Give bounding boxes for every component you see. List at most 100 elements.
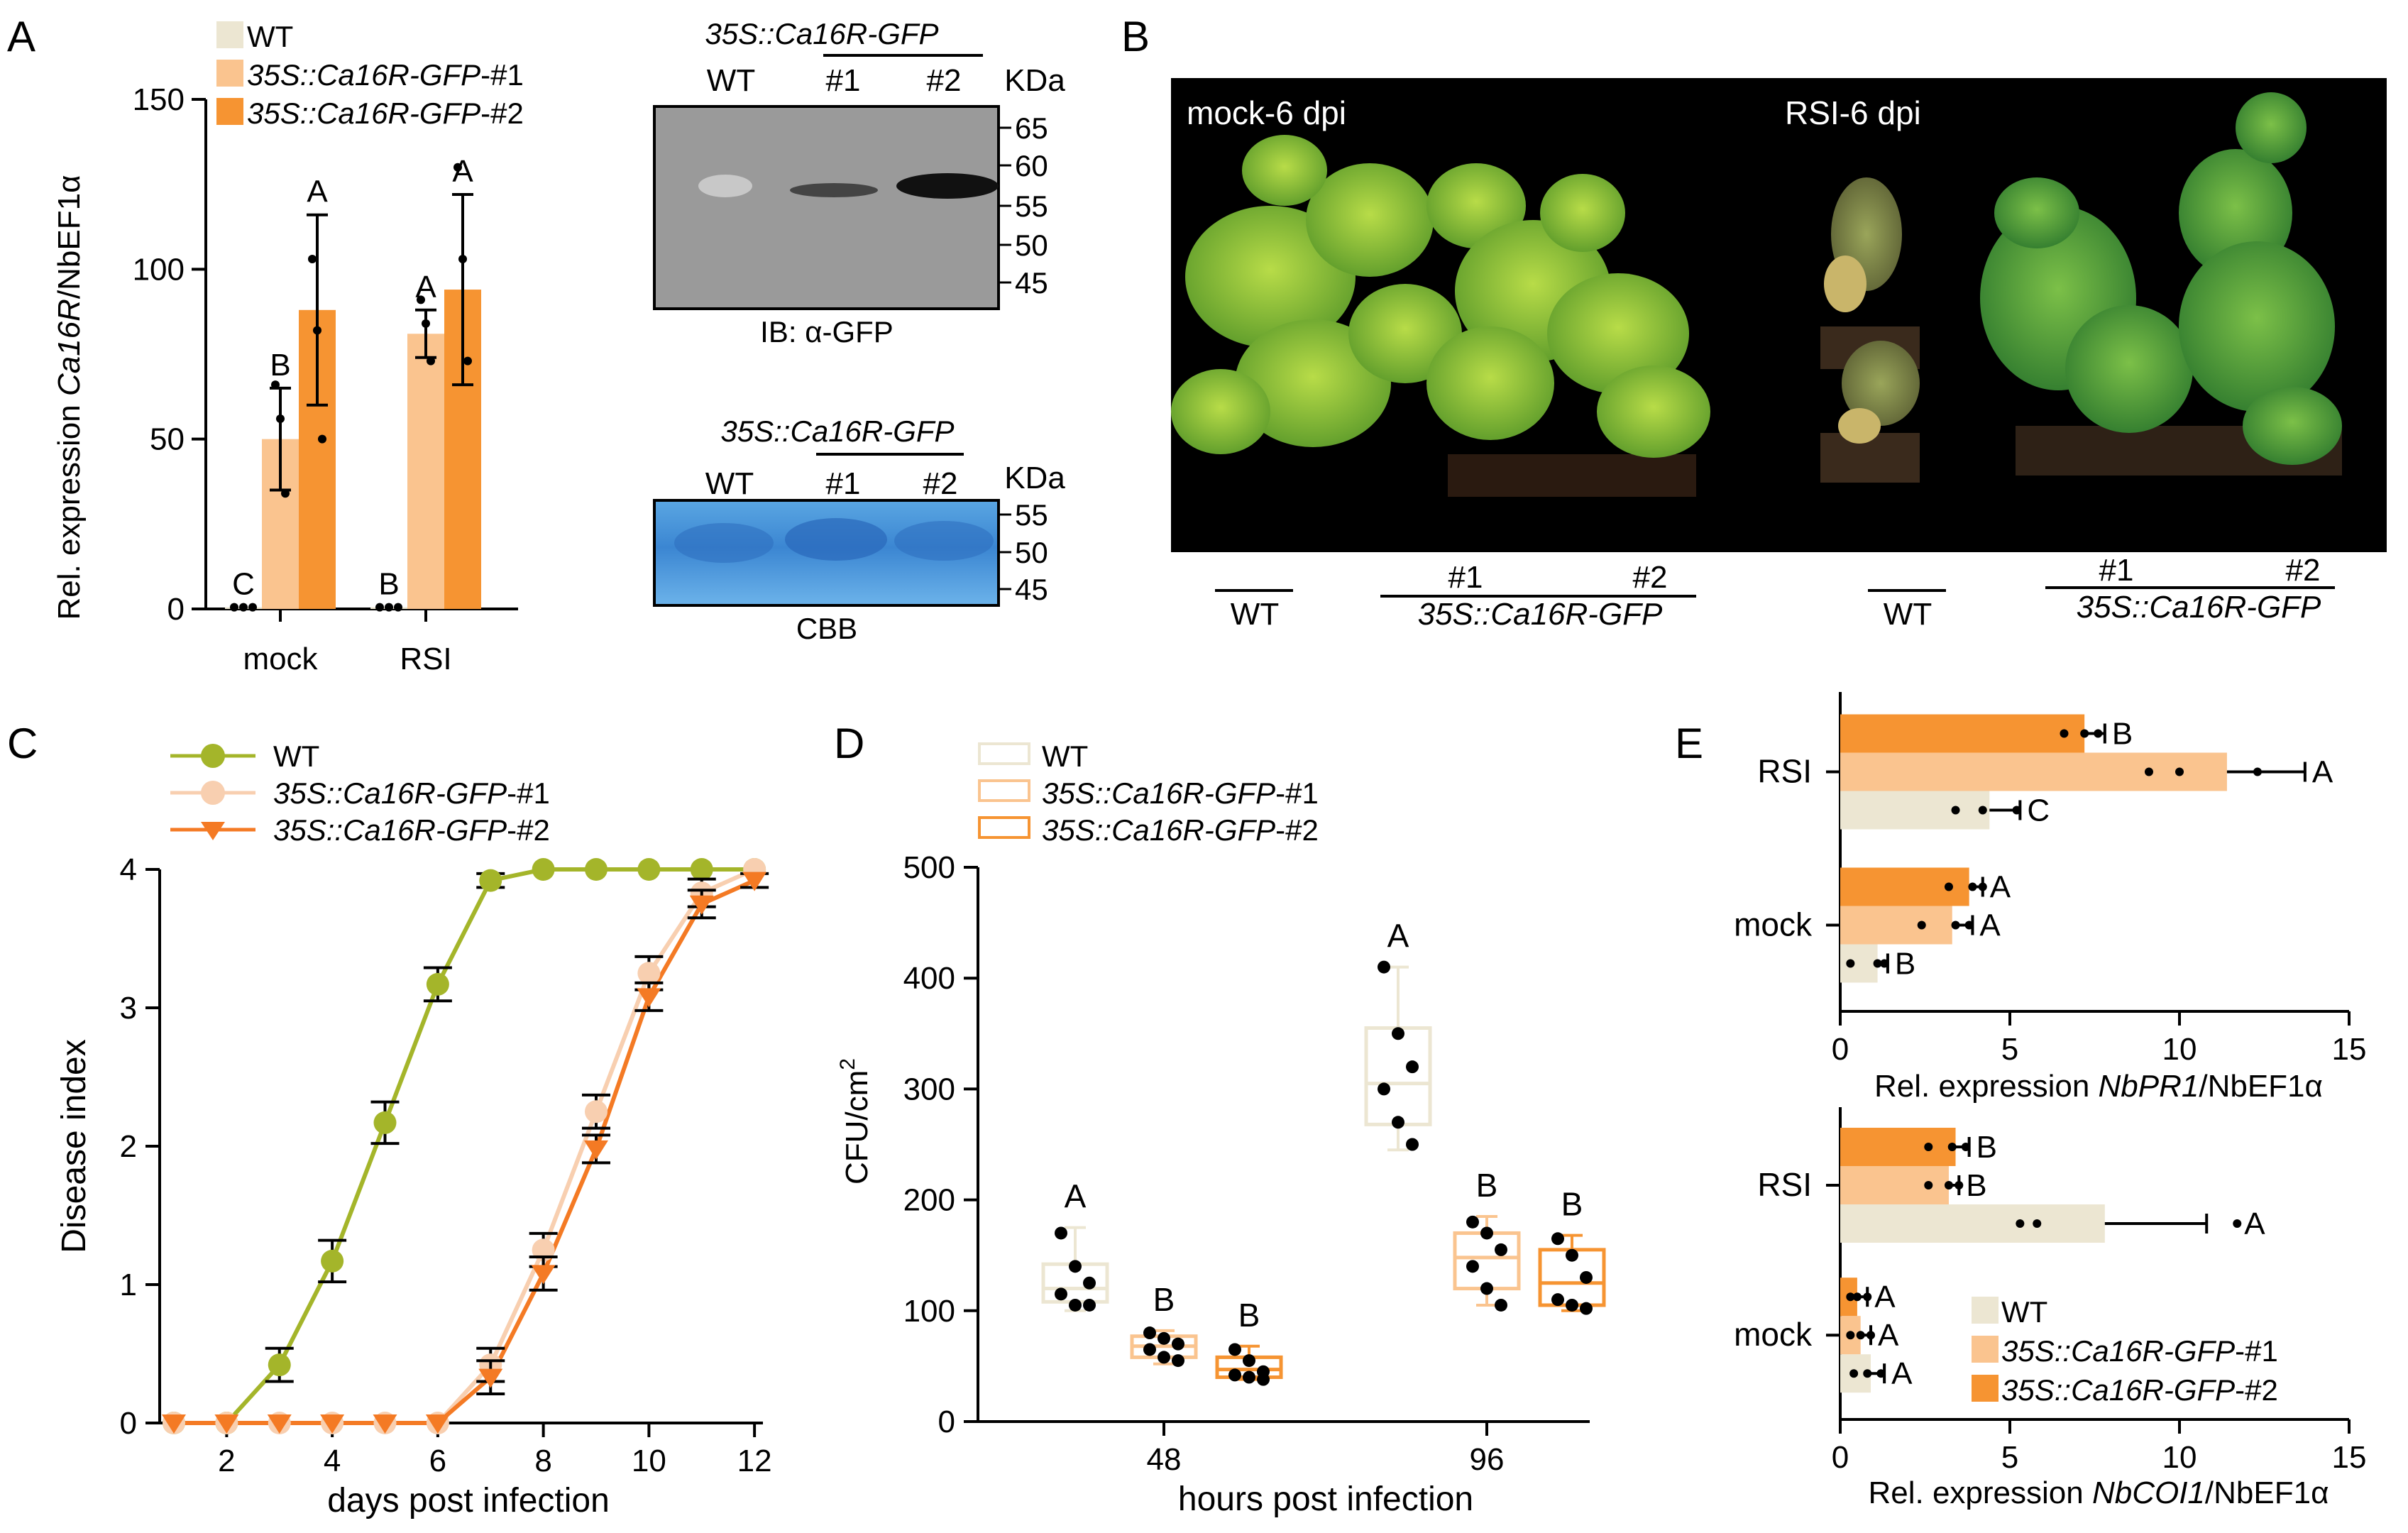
chart-d-point <box>1480 1282 1493 1295</box>
chart-e-bar-wt <box>1840 791 1990 830</box>
cbb-marker-50: 50 <box>1015 536 1048 569</box>
chart-a-point <box>248 603 257 612</box>
chart-e-point <box>1863 1369 1872 1378</box>
chart-a-letter: B <box>378 567 399 602</box>
photo-under-1-rsi: #1 <box>2099 553 2134 588</box>
cbb-marker-45: 45 <box>1015 573 1048 606</box>
chart-d-xtick-label: 48 <box>1147 1442 1182 1477</box>
chart-e-point <box>1852 1292 1862 1302</box>
chart-a-point <box>453 163 462 172</box>
chart-c-marker-wt <box>637 858 661 881</box>
chart-d-point <box>1083 1298 1096 1312</box>
photo-under-2-rsi: #2 <box>2286 553 2321 588</box>
chart-a-point <box>271 380 280 390</box>
chart-e-letter: B <box>1977 1130 1997 1165</box>
chart-d-point <box>1495 1298 1507 1312</box>
chart-d-letter: B <box>1238 1297 1260 1334</box>
legend-e-swatch-l2 <box>1972 1375 1999 1402</box>
chart-e-ytick-label: mock <box>1734 1316 1813 1353</box>
chart-e-xtick-label: 0 <box>1832 1440 1849 1475</box>
chart-d-letter: B <box>1153 1281 1175 1318</box>
legend-c-label-l1: 35S::Ca16R-GFP-#1 <box>273 776 550 810</box>
chart-c-line-l2 <box>174 878 756 1425</box>
photo-label-mock: mock-6 dpi <box>1187 94 1346 131</box>
plant-photo: mock-6 dpi RSI-6 dpi <box>1171 78 2387 552</box>
chart-d-point <box>1069 1298 1082 1312</box>
chart-d-ytick-label: 500 <box>903 850 955 885</box>
plant-rsi-transgenic <box>1980 92 2342 465</box>
chart-c-marker-wt <box>532 858 555 881</box>
chart-d-ytick-label: 300 <box>903 1072 955 1106</box>
chart-e-point <box>2060 729 2069 738</box>
chart-c-xtick-label: 12 <box>737 1444 772 1478</box>
blot-top-markers: 65 60 55 50 45 <box>999 111 1048 300</box>
chart-c-xtick-label: 4 <box>324 1444 341 1478</box>
chart-e-point <box>1849 1369 1859 1378</box>
marker-55: 55 <box>1015 189 1048 223</box>
chart-a-point <box>458 254 467 263</box>
chart-d-point <box>1580 1270 1593 1284</box>
chart-d-point <box>1172 1354 1184 1368</box>
legend-e-label-l2: 35S::Ca16R-GFP-#2 <box>2001 1373 2278 1407</box>
cbb-band-2 <box>894 521 994 561</box>
blot-top-unit: KDa <box>1004 63 1065 98</box>
chart-c-ytick-label: 3 <box>120 991 137 1026</box>
blot-bottom-lane-2: #2 <box>923 466 958 501</box>
chart-e-xtick-label: 15 <box>2332 1032 2367 1067</box>
chart-a-bar-l1 <box>407 334 444 609</box>
western-blot-bottom: 35S::Ca16R-GFP WT #1 #2 KDa 55 50 45 CBB <box>653 414 1065 645</box>
legend-d-swatch-wt <box>978 742 1030 765</box>
chart-c-line-l1 <box>174 867 756 1425</box>
chart-c-ytick-label: 0 <box>120 1406 137 1441</box>
legend-d-label-l1: 35S::Ca16R-GFP-#1 <box>1042 776 1319 810</box>
chart-d-box-l1 <box>1453 1231 1521 1291</box>
chart-c-marker-l2 <box>267 1414 292 1434</box>
legend-swatch-l1 <box>216 60 243 87</box>
chart-c-marker-l2 <box>584 1140 608 1160</box>
chart-d-point <box>1566 1248 1578 1262</box>
chart-a-point <box>394 603 402 612</box>
chart-e-letter: A <box>1891 1356 1913 1391</box>
chart-c-marker-wt <box>268 1353 291 1377</box>
soil-rsi-wt-lower <box>1820 433 1920 483</box>
legend-c-marker-wt <box>201 744 225 768</box>
chart-c-marker-l2 <box>162 1414 186 1434</box>
chart-c-marker-l2 <box>531 1265 556 1285</box>
chart-e-point <box>1961 1143 1970 1151</box>
chart-c-ytick-label: 1 <box>120 1268 137 1302</box>
chart-d-ytick-label: 100 <box>903 1294 955 1329</box>
chart-c-xtick-label: 10 <box>632 1444 666 1478</box>
chart-e-letter: A <box>2312 755 2333 790</box>
chart-a-letter: A <box>452 154 473 189</box>
chart-c-marker-l2 <box>373 1414 397 1434</box>
chart-d-ytick-label: 400 <box>903 961 955 996</box>
chart-e-point <box>1846 1292 1855 1302</box>
chart-a-point <box>385 603 393 612</box>
chart-a-point <box>239 603 248 612</box>
panel-label-d: D <box>834 720 864 767</box>
chart-d-point <box>1228 1343 1241 1356</box>
chart-e-point <box>2012 806 2021 815</box>
plant-rsi-wt <box>1824 177 1920 444</box>
chart-e-point <box>1947 1143 1957 1151</box>
chart-e-point <box>2080 729 2089 738</box>
chart-d-point <box>1083 1276 1096 1290</box>
chart-d-point <box>1392 1027 1404 1040</box>
chart-e-point <box>1964 921 1974 930</box>
chart-e-bar-l2 <box>1840 1128 1956 1166</box>
chart-e-xtick-label: 0 <box>1832 1032 1849 1067</box>
chart-e-letter: A <box>1979 908 2001 943</box>
chart-d-point <box>1551 1232 1564 1246</box>
cbb-label: CBB <box>796 612 857 645</box>
chart-d-point <box>1243 1370 1255 1384</box>
chart-e-point <box>2094 729 2103 738</box>
legend-e-swatch-wt <box>1972 1297 1999 1324</box>
legend-d-label-wt: WT <box>1042 740 1088 773</box>
marker-60: 60 <box>1015 149 1048 182</box>
chart-d-letter: A <box>1387 918 1409 955</box>
chart-d-point <box>1257 1373 1270 1386</box>
chart-d-point <box>1172 1337 1184 1351</box>
legend-swatch-wt <box>216 21 243 48</box>
chart-d-point <box>1158 1351 1170 1364</box>
blot-bottom-construct: 35S::Ca16R-GFP <box>720 414 954 448</box>
